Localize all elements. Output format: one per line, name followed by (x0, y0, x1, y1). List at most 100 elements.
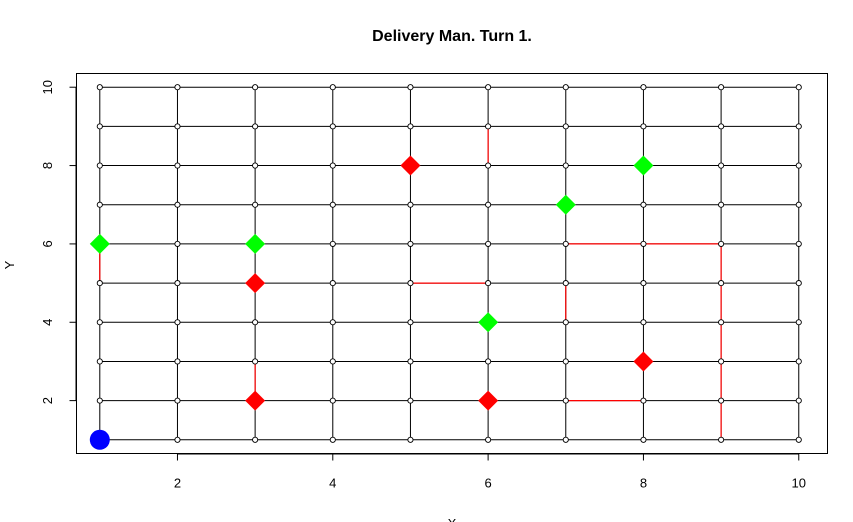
y-tick-label: 8 (40, 162, 55, 169)
green-diamond-point (478, 312, 499, 333)
grid-node (718, 358, 725, 365)
grid-node (640, 280, 647, 287)
grid-node (252, 84, 259, 91)
grid-node (795, 319, 802, 326)
plot-frame (76, 73, 828, 454)
y-tick-label: 10 (40, 80, 55, 94)
grid-node (329, 280, 336, 287)
grid-node (174, 280, 181, 287)
grid-node (252, 123, 259, 130)
grid-node (485, 123, 492, 130)
y-tick-label: 6 (40, 240, 55, 247)
grid-node (795, 397, 802, 404)
grid-node (795, 162, 802, 169)
grid-node (252, 436, 259, 443)
grid-node (718, 162, 725, 169)
grid-node (562, 84, 569, 91)
grid-node (329, 397, 336, 404)
grid-node (174, 319, 181, 326)
grid-node (96, 162, 103, 169)
grid-node (485, 84, 492, 91)
green-diamond-point (89, 233, 110, 254)
x-axis-label: X (448, 516, 457, 522)
chart-title: Delivery Man. Turn 1. (372, 28, 532, 45)
grid-node (252, 358, 259, 365)
axes: 2 4 6 8 10 2 4 6 8 10 (40, 80, 806, 491)
grid-node (329, 162, 336, 169)
y-axis-label: Y (2, 260, 17, 269)
grid-node (174, 358, 181, 365)
grid-node (329, 436, 336, 443)
grid-node (96, 123, 103, 130)
grid-node (96, 358, 103, 365)
grid-node (795, 436, 802, 443)
grid-node (718, 319, 725, 326)
grid-node (329, 84, 336, 91)
grid-node (562, 123, 569, 130)
y-tick-label: 2 (40, 397, 55, 404)
grid-node (407, 201, 414, 208)
grid-node (329, 358, 336, 365)
grid-node (407, 240, 414, 247)
grid-node (485, 436, 492, 443)
grid-node (329, 123, 336, 130)
grid-node (485, 240, 492, 247)
grid-node (718, 201, 725, 208)
grid-node (329, 201, 336, 208)
grid-node (718, 397, 725, 404)
grid-node (562, 436, 569, 443)
grid-node (640, 436, 647, 443)
grid-node (96, 84, 103, 91)
grid-node (407, 319, 414, 326)
grid-node (718, 123, 725, 130)
grid-node (329, 240, 336, 247)
grid-node (562, 240, 569, 247)
grid-node (795, 123, 802, 130)
grid-node (795, 280, 802, 287)
green-diamond-point (633, 155, 654, 176)
grid-node (174, 436, 181, 443)
grid-node (640, 397, 647, 404)
grid-node (718, 280, 725, 287)
grid-node (485, 358, 492, 365)
grid-node (562, 280, 569, 287)
red-diamond-point (633, 351, 654, 372)
red-diamond-point (245, 390, 266, 411)
grid-node (407, 280, 414, 287)
grid-node (795, 240, 802, 247)
grid-node (562, 358, 569, 365)
grid-node (640, 201, 647, 208)
y-tick-label: 4 (40, 319, 55, 326)
grid-node (795, 84, 802, 91)
x-tick-label: 6 (484, 476, 491, 491)
grid-node (640, 123, 647, 130)
grid-node (96, 397, 103, 404)
x-tick-label: 2 (174, 476, 181, 491)
grid-node (174, 84, 181, 91)
x-tick-label: 4 (329, 476, 336, 491)
grid-node (407, 436, 414, 443)
grid-node (795, 358, 802, 365)
grid-node (407, 123, 414, 130)
grid-node (485, 280, 492, 287)
grid-node (795, 201, 802, 208)
grid-node (174, 123, 181, 130)
grid-node (718, 84, 725, 91)
grid-node (252, 162, 259, 169)
grid-node (96, 201, 103, 208)
green-diamond-point (555, 194, 576, 215)
grid-node (485, 162, 492, 169)
grid-node (407, 358, 414, 365)
grid-node (174, 162, 181, 169)
green-diamond-point (245, 233, 266, 254)
red-diamond-point (478, 390, 499, 411)
grid-node (562, 162, 569, 169)
grid-node (407, 397, 414, 404)
grid-node (718, 436, 725, 443)
grid-node (640, 319, 647, 326)
grid-node (174, 240, 181, 247)
grid-node (96, 280, 103, 287)
x-tick-label: 8 (640, 476, 647, 491)
grid-node (96, 319, 103, 326)
